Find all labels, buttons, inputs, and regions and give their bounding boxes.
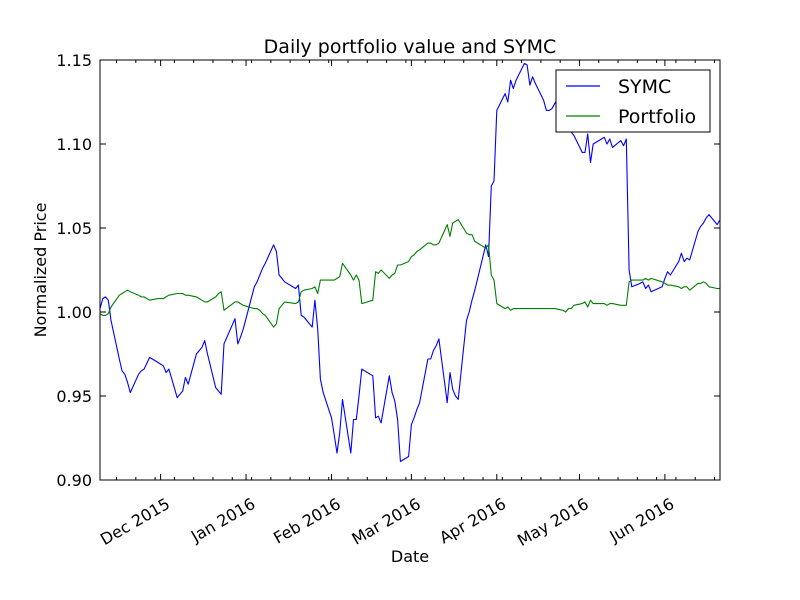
y-tick-label: 0.90: [56, 471, 92, 490]
chart-title: Daily portfolio value and SYMC: [264, 36, 557, 58]
legend: SYMC Portfolio: [555, 69, 711, 133]
plot-frame: [99, 59, 721, 481]
y-axis-title: Normalized Price: [31, 203, 50, 338]
y-tick-label: 1.10: [56, 135, 92, 154]
y-tick-label: 1.05: [56, 219, 92, 238]
y-tick-label: 0.95: [56, 387, 92, 406]
y-tick-label: 1.00: [56, 303, 92, 322]
x-axis-title: Date: [391, 547, 429, 566]
legend-label: SYMC: [618, 76, 671, 98]
legend-label: Portfolio: [618, 106, 696, 128]
y-axis: 0.90 0.95 1.00 1.05 1.10 1.15: [56, 51, 720, 490]
series-line-portfolio: [99, 219, 721, 328]
series-lines: [99, 62, 721, 463]
legend-box: [555, 69, 711, 133]
y-tick-label: 1.15: [56, 51, 92, 70]
series-line-symc: [99, 62, 721, 463]
